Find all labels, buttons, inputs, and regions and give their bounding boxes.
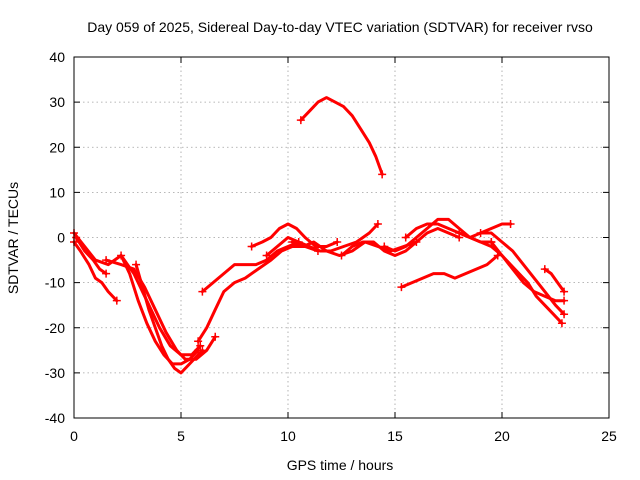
data-point-marker	[337, 251, 346, 260]
data-series	[70, 96, 569, 375]
data-point-marker	[72, 233, 81, 242]
data-point-marker	[560, 296, 569, 305]
data-point-marker	[401, 233, 410, 242]
axis-ticks: 0 5 10 15 20 25 -40 -30 -20 -10 0 10 20 30 40	[45, 49, 617, 444]
series-track-2	[72, 240, 119, 303]
x-axis-label: GPS time / hours	[287, 457, 394, 473]
data-point-marker	[560, 287, 569, 296]
y-tick-label: -30	[45, 365, 65, 381]
series-track-18	[479, 231, 566, 316]
x-tick-label: 0	[70, 428, 78, 444]
series-track-7	[196, 245, 320, 343]
x-tick-label: 10	[280, 428, 296, 444]
y-tick-label: 0	[57, 230, 65, 246]
data-point-marker	[296, 116, 305, 125]
x-tick-label: 5	[177, 428, 185, 444]
grid	[74, 57, 609, 418]
data-point-marker	[506, 219, 515, 228]
data-point-marker	[476, 228, 485, 237]
series-track-13	[340, 227, 461, 257]
data-point-marker	[288, 238, 297, 247]
y-axis-label: SDTVAR / TECUs	[5, 182, 21, 294]
data-point-marker	[112, 296, 121, 305]
data-point-marker	[132, 260, 141, 269]
data-point-marker	[557, 319, 566, 328]
series-track-8	[200, 240, 301, 294]
y-tick-label: -20	[45, 320, 65, 336]
data-point-marker	[117, 251, 126, 260]
data-point-marker	[211, 332, 220, 341]
data-point-marker	[333, 238, 342, 247]
chart-title: Day 059 of 2025, Sidereal Day-to-day VTE…	[87, 19, 593, 35]
series-track-3	[104, 258, 217, 361]
x-tick-label: 20	[494, 428, 510, 444]
data-point-marker	[102, 256, 111, 265]
y-tick-label: -10	[45, 275, 65, 291]
data-point-marker	[380, 242, 389, 251]
data-point-marker	[198, 346, 207, 355]
data-point-marker	[373, 219, 382, 228]
series-track-20	[543, 267, 566, 294]
series-track-10	[265, 222, 380, 257]
data-point-marker	[397, 283, 406, 292]
data-point-marker	[487, 238, 496, 247]
x-tick-label: 15	[387, 428, 403, 444]
data-point-marker	[196, 341, 205, 350]
y-tick-label: -40	[45, 410, 65, 426]
series-track-4	[119, 254, 200, 366]
data-point-marker	[560, 310, 569, 319]
plot-frame	[73, 56, 610, 419]
series-track-6	[74, 236, 108, 276]
data-point-marker	[455, 228, 464, 237]
x-tick-label: 25	[601, 428, 617, 444]
data-point-marker	[198, 287, 207, 296]
series-track-16	[399, 254, 500, 289]
data-point-marker	[262, 251, 271, 260]
y-tick-label: 20	[49, 139, 65, 155]
series-track-5	[134, 263, 204, 375]
series-track-12	[299, 96, 384, 176]
data-point-marker	[540, 265, 549, 274]
data-point-marker	[194, 337, 203, 346]
data-point-marker	[378, 170, 387, 179]
y-tick-label: 10	[49, 184, 65, 200]
y-tick-label: 40	[49, 49, 65, 65]
data-point-marker	[102, 269, 111, 278]
series-track-19	[489, 240, 564, 325]
data-point-marker	[247, 242, 256, 251]
y-tick-label: 30	[49, 94, 65, 110]
